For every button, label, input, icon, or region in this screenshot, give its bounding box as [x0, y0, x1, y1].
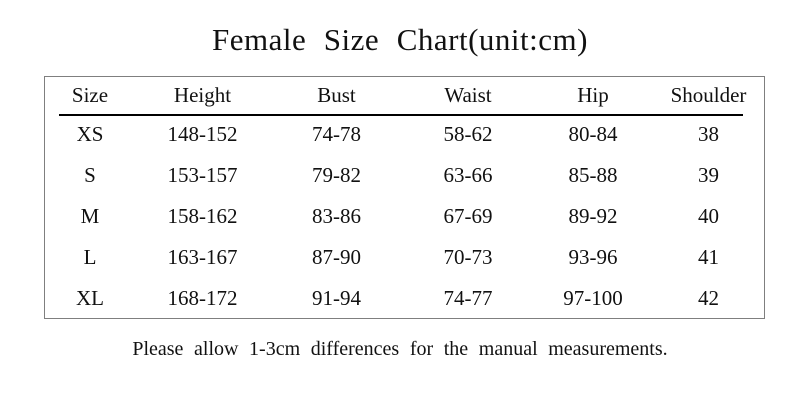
cell-shoulder: 39	[698, 163, 719, 187]
cell-hip: 89-92	[568, 204, 618, 228]
cell-shoulder: 41	[698, 245, 719, 269]
header-separator-line	[59, 114, 743, 116]
cell-shoulder: 40	[698, 204, 719, 228]
column-header-hip: Hip	[577, 83, 609, 107]
cell-hip: 80-84	[568, 122, 618, 146]
table-row-m: M 158-162 83-86 67-69 89-92 40	[45, 196, 764, 237]
column-header-height: Height	[173, 83, 232, 107]
table-row-xl: XL 168-172 91-94 74-77 97-100 42	[45, 278, 764, 319]
cell-height: 168-172	[167, 286, 238, 310]
cell-hip: 97-100	[563, 286, 623, 310]
cell-height: 153-157	[167, 163, 238, 187]
cell-hip: 85-88	[568, 163, 618, 187]
cell-size: M	[80, 204, 100, 228]
size-table-grid: Size Height Bust Waist Hip Shoulder XS 1…	[45, 77, 764, 319]
column-header-shoulder: Shoulder	[670, 83, 747, 107]
table-header-row: Size Height Bust Waist Hip Shoulder	[45, 77, 764, 114]
cell-size: XL	[76, 286, 104, 310]
cell-waist: 58-62	[443, 122, 493, 146]
cell-waist: 63-66	[443, 163, 493, 187]
cell-bust: 83-86	[312, 204, 361, 228]
cell-size: S	[84, 163, 96, 187]
cell-bust: 91-94	[312, 286, 361, 310]
cell-waist: 74-77	[443, 286, 493, 310]
size-table: Size Height Bust Waist Hip Shoulder XS 1…	[44, 76, 765, 319]
cell-height: 158-162	[167, 204, 238, 228]
measurement-note: Please allow 1-3cm differences for the m…	[132, 338, 668, 360]
column-header-waist: Waist	[444, 83, 492, 107]
cell-hip: 93-96	[568, 245, 618, 269]
cell-waist: 67-69	[443, 204, 493, 228]
column-header-size: Size	[71, 83, 109, 107]
cell-bust: 87-90	[312, 245, 361, 269]
cell-bust: 74-78	[312, 122, 361, 146]
table-row-xs: XS 148-152 74-78 58-62 80-84 38	[45, 114, 764, 155]
cell-size: L	[83, 245, 97, 269]
cell-height: 163-167	[167, 245, 238, 269]
table-row-l: L 163-167 87-90 70-73 93-96 41	[45, 237, 764, 278]
table-row-s: S 153-157 79-82 63-66 85-88 39	[45, 155, 764, 196]
column-header-bust: Bust	[317, 83, 356, 107]
cell-shoulder: 42	[698, 286, 719, 310]
cell-waist: 70-73	[443, 245, 493, 269]
cell-shoulder: 38	[698, 122, 719, 146]
cell-size: XS	[76, 122, 104, 146]
cell-bust: 79-82	[312, 163, 361, 187]
cell-height: 148-152	[167, 122, 238, 146]
page-title: Female Size Chart(unit:cm)	[212, 22, 588, 57]
